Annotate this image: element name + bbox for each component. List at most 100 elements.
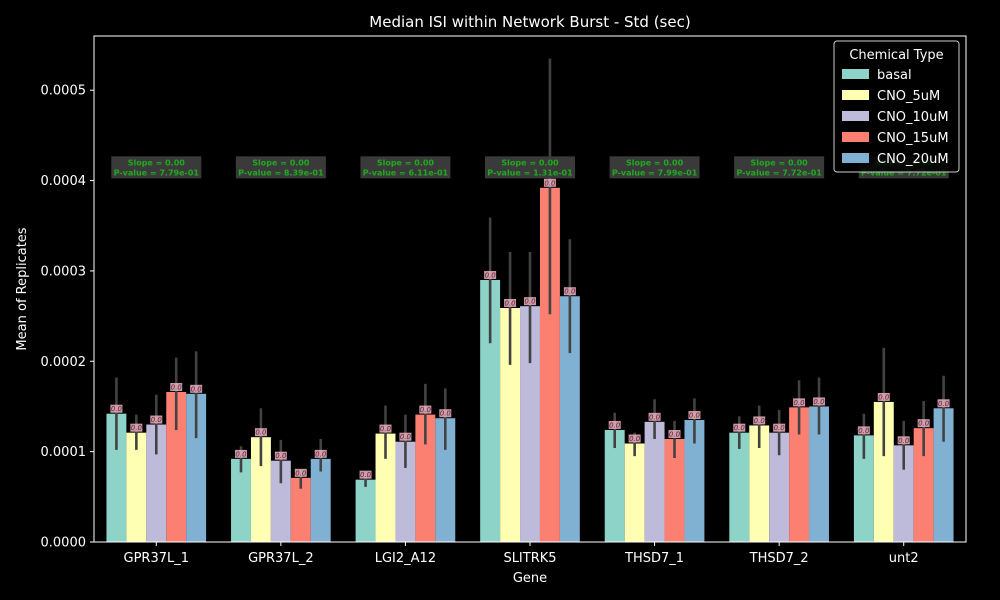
- x-tick-label: GPR37L_2: [248, 551, 314, 566]
- bar-value-label-box: [648, 412, 661, 421]
- legend-label-CNO_10uM: CNO_10uM: [877, 110, 949, 125]
- bar-value-label-box: [733, 423, 746, 432]
- bar-basal-GPR37L_2: [231, 458, 251, 542]
- bar-value-label: 0.0: [668, 429, 681, 438]
- bar-value-label: 0.0: [130, 423, 143, 432]
- bar-value-label-text: 0.0: [898, 437, 910, 445]
- bar-value-label-text: 0.0: [131, 424, 143, 432]
- bar-CNO_5uM-GPR37L_1: [126, 432, 147, 542]
- bar-value-label-box: [359, 470, 372, 479]
- bar-value-label-box: [628, 434, 641, 443]
- legend: Chemical Type basal CNO_5uM CNO_10uM CNO_15u…: [833, 40, 960, 173]
- x-tick-label: THSD7_2: [749, 551, 809, 566]
- bar-value-label-text: 0.0: [609, 421, 621, 429]
- bar-basal-LGI2_A12: [355, 479, 376, 542]
- plot-area: 0.0 0.0 0.0 0.0 0.0 0.0 0.0 0.0 0.0 0.0 0.0 0.0 0.0 0…: [106, 58, 954, 543]
- legend-label-CNO_5uM: CNO_5uM: [877, 89, 940, 104]
- bar-value-label-box: [688, 411, 701, 420]
- bar-value-label: 0.0: [733, 423, 746, 432]
- bar-basal-SLITRK5: [480, 279, 501, 542]
- bar-value-label: 0.0: [419, 405, 432, 414]
- bar-value-label-text: 0.0: [191, 385, 203, 393]
- bar-value-label-box: [110, 404, 123, 413]
- bar-value-label-box: [937, 399, 950, 408]
- y-tick-label: 0.0005: [41, 84, 87, 99]
- bar-CNO_10uM-LGI2_A12: [395, 441, 416, 542]
- bar-value-label-box: [399, 432, 412, 441]
- bar-value-label-box: [170, 383, 183, 392]
- bar-value-label-box: [419, 405, 432, 414]
- bar-value-label-text: 0.0: [360, 471, 372, 479]
- stat-pvalue-text: P-value = 7.79e-01: [114, 168, 200, 177]
- bar-value-label-box: [504, 298, 517, 307]
- bar-value-label-box: [484, 270, 497, 279]
- bar-value-label: 0.0: [753, 416, 765, 425]
- bar-value-label-text: 0.0: [400, 433, 412, 441]
- legend-label-CNO_20uM: CNO_20uM: [877, 152, 949, 167]
- bar-value-label-box: [668, 429, 681, 438]
- bar-value-label-text: 0.0: [171, 384, 183, 392]
- bar-basal-unt2: [853, 435, 874, 542]
- bar-value-label-box: [917, 419, 930, 428]
- bar-value-label-box: [753, 416, 766, 425]
- bar-value-label-text: 0.0: [629, 435, 641, 443]
- bar-value-label: 0.0: [688, 411, 701, 420]
- bar-value-label: 0.0: [773, 423, 786, 432]
- stat-slope-text: Slope = 0.00: [501, 158, 559, 167]
- bar-value-label-box: [294, 468, 307, 477]
- stat-pvalue-text: P-value = 7.72e-01: [861, 168, 947, 177]
- stat-pvalue-text: P-value = 8.39e-01: [238, 168, 324, 177]
- bar-value-label-text: 0.0: [754, 417, 766, 425]
- stat-slope-text: Slope = 0.00: [751, 158, 809, 167]
- bar-value-label-text: 0.0: [544, 179, 556, 187]
- bar-value-label-text: 0.0: [524, 298, 536, 306]
- bar-value-label: 0.0: [399, 432, 412, 441]
- bar-value-label: 0.0: [110, 404, 123, 413]
- bar-value-label: 0.0: [813, 397, 825, 406]
- bar-value-label: 0.0: [937, 399, 950, 408]
- bar-CNO_10uM-unt2: [893, 445, 914, 542]
- bar-value-label-text: 0.0: [420, 406, 432, 414]
- bar-CNO_20uM-GPR37L_2: [310, 458, 331, 542]
- legend-swatch-CNO_20uM: [842, 153, 869, 163]
- bar-value-label-text: 0.0: [380, 425, 392, 433]
- bar-value-label-text: 0.0: [794, 399, 806, 407]
- bar-CNO_5uM-THSD7_2: [749, 425, 770, 542]
- bar-value-label: 0.0: [524, 297, 536, 306]
- y-tick-label: 0.0003: [41, 264, 87, 279]
- bar-CNO_20uM-GPR37L_1: [186, 393, 207, 542]
- bar-value-label-box: [793, 398, 806, 407]
- stat-annotation: Slope = 0.00P-value = 6.11e-01: [360, 156, 451, 179]
- bar-value-label: 0.0: [170, 383, 182, 392]
- bar-value-label-text: 0.0: [813, 398, 825, 406]
- bar-CNO_20uM-unt2: [933, 408, 954, 542]
- bar-value-label: 0.0: [543, 178, 556, 187]
- stat-annotation-box: [235, 156, 326, 179]
- stat-annotation: Slope = 0.00P-value = 8.39e-01: [235, 156, 326, 179]
- bar-CNO_15uM-SLITRK5: [539, 187, 560, 543]
- bar-value-label-box: [773, 423, 786, 432]
- bar-value-label-text: 0.0: [315, 450, 327, 458]
- bar-value-label: 0.0: [190, 384, 203, 393]
- bar-CNO_10uM-GPR37L_2: [270, 460, 291, 542]
- bar-value-label-text: 0.0: [878, 393, 890, 401]
- bar-value-label-text: 0.0: [734, 424, 746, 432]
- bar-CNO_15uM-THSD7_1: [664, 438, 685, 542]
- bar-value-label: 0.0: [234, 449, 247, 458]
- bar-CNO_5uM-THSD7_1: [624, 443, 645, 542]
- bar-value-label-text: 0.0: [235, 450, 247, 458]
- bar-value-label: 0.0: [608, 420, 621, 429]
- bar-value-label-box: [379, 424, 392, 433]
- x-tick-label: GPR37L_1: [124, 551, 190, 566]
- stat-annotation-box: [734, 156, 825, 179]
- bar-value-label: 0.0: [314, 449, 327, 458]
- stat-pvalue-text: P-value = 1.31e-01: [487, 168, 573, 177]
- bar-CNO_10uM-THSD7_1: [644, 421, 665, 542]
- axes: 0.0000 0.0001 0.0002 0.0003 0.0004 0.0005 GPR3…: [41, 35, 967, 566]
- bar-value-label-text: 0.0: [255, 429, 267, 437]
- bar-value-label-text: 0.0: [649, 413, 661, 421]
- stat-pvalue-text: P-value = 6.11e-01: [363, 168, 449, 177]
- bar-value-label: 0.0: [917, 419, 930, 428]
- bar-CNO_15uM-GPR37L_1: [166, 392, 187, 542]
- bar-CNO_20uM-THSD7_1: [684, 420, 705, 542]
